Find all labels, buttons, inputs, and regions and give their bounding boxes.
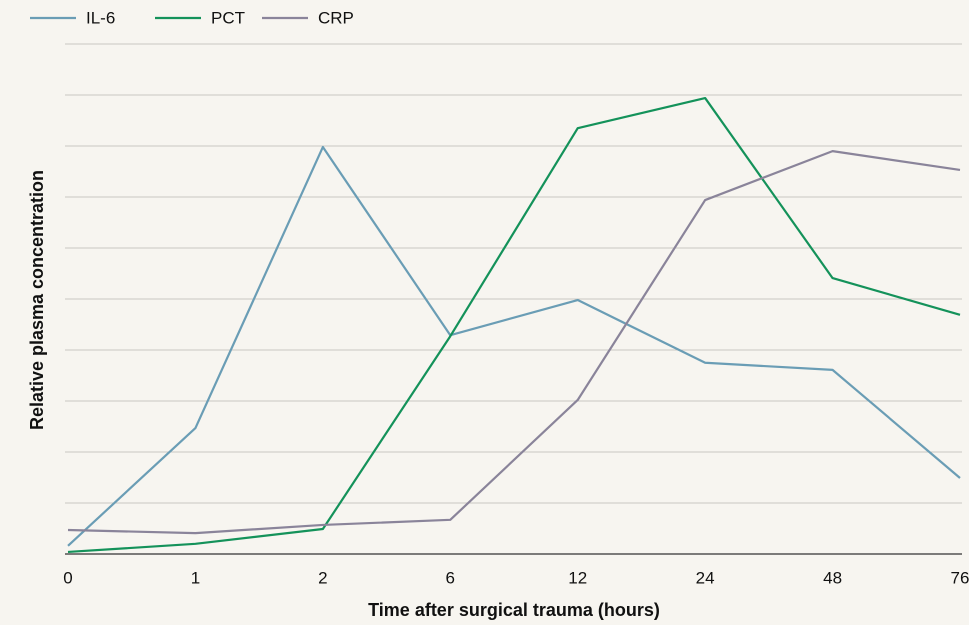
x-tick-label: 76 bbox=[951, 568, 969, 587]
x-tick-label: 2 bbox=[318, 568, 327, 587]
legend-label: CRP bbox=[318, 8, 354, 27]
y-axis-label: Relative plasma concentration bbox=[27, 170, 47, 430]
x-tick-label: 1 bbox=[191, 568, 200, 587]
series-line bbox=[67, 145, 961, 547]
series-line bbox=[67, 96, 961, 554]
legend-label: PCT bbox=[211, 8, 245, 27]
x-tick-label: 6 bbox=[446, 568, 455, 587]
x-tick-label: 48 bbox=[823, 568, 842, 587]
x-tick-label: 12 bbox=[568, 568, 587, 587]
x-tick-label: 0 bbox=[63, 568, 72, 587]
x-axis-label: Time after surgical trauma (hours) bbox=[368, 600, 660, 620]
legend-label: IL-6 bbox=[86, 8, 115, 27]
series-line bbox=[67, 150, 961, 535]
x-tick-label: 24 bbox=[696, 568, 715, 587]
